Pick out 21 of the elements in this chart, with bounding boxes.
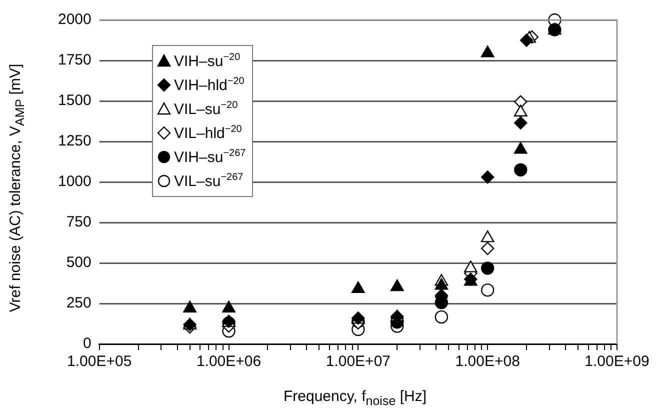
x-axis-title: Frequency, f$_{noise}$ [Hz] xyxy=(282,388,428,408)
legend-label: VIH–su$^{−267}$ xyxy=(174,148,246,166)
x-tick-label: 1.00E+08 xyxy=(455,353,520,370)
y-tick-label: 1500 xyxy=(58,92,92,110)
legend-label: VIH–su$^{−20}$ xyxy=(174,52,240,70)
x-tick-label: 1.00E+09 xyxy=(584,353,650,370)
legend-label: VIL–su$^{−20}$ xyxy=(174,100,238,118)
y-tick-label: 500 xyxy=(66,254,92,272)
x-tick-label: 1.00E+06 xyxy=(196,353,262,370)
y-tick-label: 0 xyxy=(83,335,92,352)
legend-label: VIL–su$^{−267}$ xyxy=(174,172,244,190)
x-tick-label: 1.00E+07 xyxy=(326,353,391,370)
y-tick-label: 250 xyxy=(66,294,92,312)
y-tick-label: 1250 xyxy=(58,132,92,150)
legend-label: VIL–hld$^{−20}$ xyxy=(174,124,242,142)
y-tick-label: 2000 xyxy=(58,11,92,28)
x-tick-label: 1.00E+05 xyxy=(67,353,132,370)
legend-label: VIH–hld$^{−20}$ xyxy=(174,76,244,94)
y-tick-label: 1750 xyxy=(58,52,92,69)
y-tick-label: 1000 xyxy=(58,173,92,190)
y-tick-label: 750 xyxy=(66,214,92,231)
